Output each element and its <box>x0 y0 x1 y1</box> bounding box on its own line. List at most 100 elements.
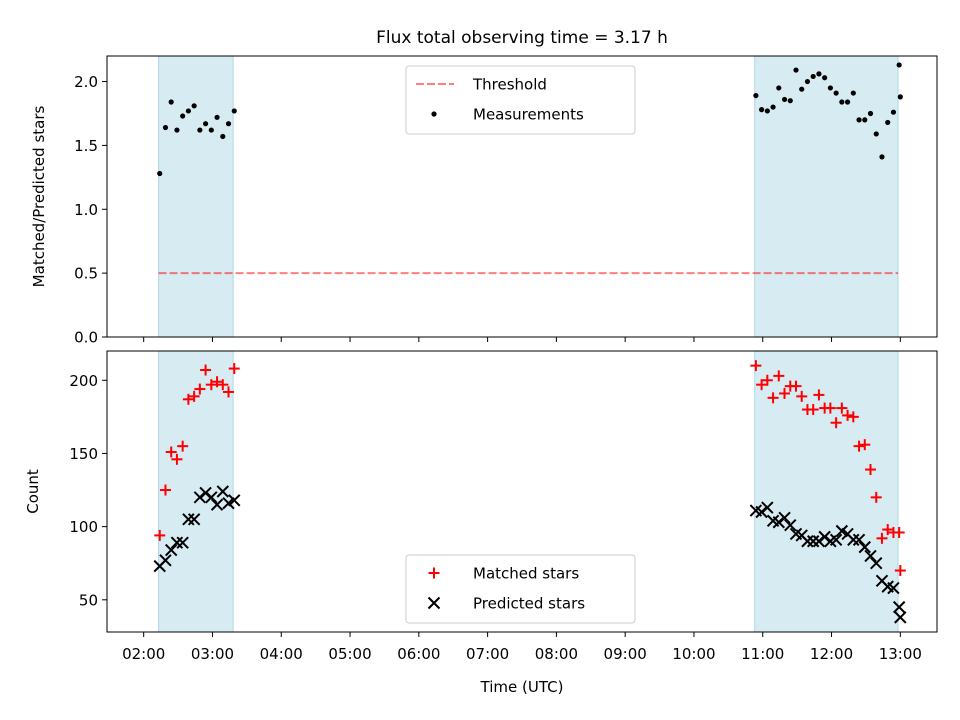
marker-stroke <box>205 491 218 504</box>
matched-stars-point <box>830 417 842 429</box>
measurement-point <box>867 110 874 117</box>
x-tick-label: 04:00 <box>260 645 303 663</box>
y-tick-label: 0.5 <box>74 265 98 283</box>
x-tick-label: 11:00 <box>741 645 784 663</box>
marker-stroke <box>894 611 907 624</box>
marker-stroke <box>789 527 803 541</box>
y-tick-label: 1.0 <box>74 201 98 219</box>
top-panel: 0.0 0.5 1.0 1.5 2.0 Matched/Predicted stars Th… <box>30 55 938 347</box>
marker-stroke <box>806 535 820 548</box>
matched-stars-point <box>188 390 200 402</box>
predicted-stars-point <box>894 611 907 624</box>
marker-stroke <box>847 533 860 547</box>
measurement-point <box>896 62 902 68</box>
marker-stroke <box>829 533 843 547</box>
matched-stars-point <box>779 387 791 399</box>
predicted-stars-point <box>892 600 906 614</box>
matched-stars-point <box>813 389 825 401</box>
matched-stars-point <box>853 440 865 452</box>
legend: Matched stars Predicted stars <box>405 554 636 624</box>
matched-stars-point <box>756 379 768 391</box>
measurement-point <box>885 119 891 126</box>
marker-stroke <box>841 527 854 541</box>
matched-stars-point <box>171 453 183 465</box>
measurement-point <box>770 104 776 110</box>
measurement-point <box>231 108 237 114</box>
predicted-stars-point <box>847 533 860 547</box>
predicted-stars-point <box>216 485 229 498</box>
matched-stars-point <box>882 524 894 536</box>
predicted-stars-point <box>829 533 843 547</box>
predicted-stars-point <box>887 581 900 595</box>
marker-stroke <box>778 511 791 525</box>
matched-stars-point <box>165 446 177 458</box>
matched-stars-point <box>194 383 206 395</box>
matched-stars-point <box>217 379 229 391</box>
matched-stars-point <box>842 409 854 421</box>
matched-stars-point <box>200 364 212 376</box>
matched-stars-point <box>859 439 871 451</box>
measurement-point <box>793 67 799 73</box>
predicted-stars-point <box>159 554 172 567</box>
measurement-point <box>191 103 197 109</box>
predicted-stars-point <box>864 549 877 563</box>
measurement-point <box>180 113 186 119</box>
legend-matched-swatch <box>428 567 440 579</box>
measurement-point <box>225 121 232 127</box>
axes-frame <box>106 350 938 633</box>
measurement-point <box>799 86 805 92</box>
predicted-stars-point <box>170 536 184 549</box>
legend-label: Measurements <box>473 106 584 124</box>
measurement-point <box>174 127 180 133</box>
marker-stroke <box>784 518 797 532</box>
marker-stroke <box>427 596 441 610</box>
bottom-panel: 50 100 150 200 02:00 03:00 04:00 05:00 06:00 07:0… <box>24 350 938 663</box>
y-axis-label: Count <box>24 469 42 514</box>
x-tick-label: 12:00 <box>810 645 853 663</box>
marker-stroke <box>801 535 814 548</box>
marker-stroke <box>182 513 195 526</box>
measurement-point <box>214 114 220 120</box>
x-axis-label: Time (UTC) <box>480 678 564 696</box>
matched-stars-point <box>182 393 194 405</box>
matched-stars-point <box>836 402 848 414</box>
x-tick-label: 06:00 <box>397 645 440 663</box>
marker-stroke <box>864 549 877 563</box>
predicted-stars-point <box>778 511 791 525</box>
predicted-stars-point <box>205 491 218 504</box>
matched-stars-point <box>790 380 802 392</box>
measurement-point <box>839 99 845 105</box>
predicted-stars-point <box>852 533 866 547</box>
marker-stroke <box>892 600 906 614</box>
legend-label: Predicted stars <box>473 595 585 613</box>
marker-stroke <box>835 524 849 538</box>
legend-measurement-swatch <box>431 111 437 117</box>
marker-stroke <box>187 513 201 526</box>
legend: Threshold Measurements <box>405 65 636 135</box>
matched-stars-point <box>154 529 166 541</box>
legend-predicted-swatch <box>427 596 441 610</box>
predicted-stars-point <box>784 518 797 532</box>
y-tick-label: 1.5 <box>74 137 98 155</box>
matched-stars-point <box>761 374 773 386</box>
legend-box <box>405 554 636 624</box>
measurement-point <box>856 117 862 123</box>
marker-stroke <box>164 543 178 557</box>
y-tick-label: 100 <box>69 518 98 536</box>
measurement-point <box>844 99 851 105</box>
chart-title: Flux total observing time = 3.17 h <box>376 28 668 48</box>
observing-interval-shade <box>158 55 234 338</box>
observing-interval-shade <box>158 350 234 633</box>
predicted-stars-point <box>761 501 774 514</box>
predicted-stars-point <box>801 535 814 548</box>
measurement-point <box>850 90 856 96</box>
measurement-point <box>185 108 191 114</box>
x-tick-label: 02:00 <box>122 645 165 663</box>
matched-stars-point <box>865 464 877 476</box>
x-tick-label: 03:00 <box>191 645 234 663</box>
y-tick-label: 0.0 <box>74 329 98 347</box>
measurement-point <box>220 133 226 140</box>
marker-stroke <box>887 581 900 595</box>
legend-label: Matched stars <box>473 565 579 583</box>
observing-interval-shade <box>754 350 899 633</box>
